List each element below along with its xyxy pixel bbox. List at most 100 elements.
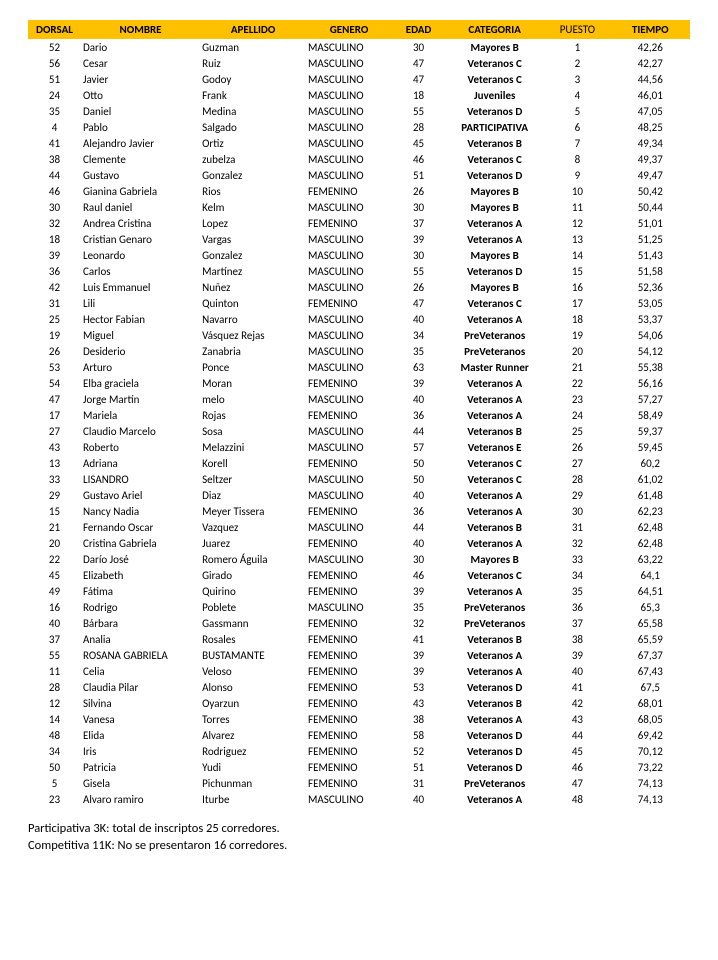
cell-apellido: zubelza (200, 151, 306, 167)
cell-categoria: Veteranos A (445, 487, 544, 503)
cell-apellido: Kelm (200, 199, 306, 215)
cell-genero: MASCULINO (306, 551, 392, 567)
cell-dorsal: 48 (28, 727, 81, 743)
cell-apellido: Rios (200, 183, 306, 199)
cell-puesto: 28 (544, 471, 610, 487)
table-row: 4PabloSalgadoMASCULINO28PARTICIPATIVA648… (28, 119, 690, 135)
cell-edad: 40 (392, 311, 445, 327)
cell-edad: 46 (392, 151, 445, 167)
cell-dorsal: 43 (28, 439, 81, 455)
table-row: 17MarielaRojasFEMENINO36Veteranos A2458,… (28, 407, 690, 423)
cell-dorsal: 15 (28, 503, 81, 519)
cell-apellido: Girado (200, 567, 306, 583)
cell-tiempo: 49,47 (611, 167, 691, 183)
cell-nombre: Vanesa (81, 711, 200, 727)
table-row: 46Gianina GabrielaRiosFEMENINO26Mayores … (28, 183, 690, 199)
cell-categoria: Veteranos A (445, 663, 544, 679)
cell-puesto: 4 (544, 87, 610, 103)
cell-nombre: Carlos (81, 263, 200, 279)
cell-genero: FEMENINO (306, 583, 392, 599)
table-row: 22Darío JoséRomero ÁguilaMASCULINO30Mayo… (28, 551, 690, 567)
cell-puesto: 11 (544, 199, 610, 215)
cell-edad: 40 (392, 791, 445, 807)
cell-nombre: Mariela (81, 407, 200, 423)
cell-edad: 36 (392, 407, 445, 423)
cell-nombre: Patricia (81, 759, 200, 775)
cell-nombre: Claudia Pilar (81, 679, 200, 695)
cell-edad: 39 (392, 375, 445, 391)
cell-puesto: 35 (544, 583, 610, 599)
cell-puesto: 43 (544, 711, 610, 727)
cell-tiempo: 50,42 (611, 183, 691, 199)
table-row: 14VanesaTorresFEMENINO38Veteranos A4368,… (28, 711, 690, 727)
cell-apellido: Romero Águila (200, 551, 306, 567)
cell-edad: 32 (392, 615, 445, 631)
cell-edad: 41 (392, 631, 445, 647)
cell-puesto: 33 (544, 551, 610, 567)
cell-puesto: 2 (544, 55, 610, 71)
table-row: 56CesarRuizMASCULINO47Veteranos C242,27 (28, 55, 690, 71)
table-row: 34IrisRodriguezFEMENINO52Veteranos D4570… (28, 743, 690, 759)
cell-dorsal: 26 (28, 343, 81, 359)
cell-genero: FEMENINO (306, 183, 392, 199)
cell-edad: 45 (392, 135, 445, 151)
table-row: 48ElidaAlvarezFEMENINO58Veteranos D4469,… (28, 727, 690, 743)
cell-dorsal: 49 (28, 583, 81, 599)
cell-apellido: Ortiz (200, 135, 306, 151)
table-row: 35DanielMedinaMASCULINO55Veteranos D547,… (28, 103, 690, 119)
col-header-apellido: APELLIDO (200, 20, 306, 39)
cell-dorsal: 14 (28, 711, 81, 727)
cell-dorsal: 12 (28, 695, 81, 711)
table-row: 42Luis EmmanuelNuñezMASCULINO26Mayores B… (28, 279, 690, 295)
cell-edad: 53 (392, 679, 445, 695)
cell-tiempo: 49,37 (611, 151, 691, 167)
cell-categoria: Veteranos A (445, 407, 544, 423)
cell-categoria: Mayores B (445, 199, 544, 215)
cell-tiempo: 52,36 (611, 279, 691, 295)
cell-tiempo: 64,1 (611, 567, 691, 583)
cell-apellido: Pichunman (200, 775, 306, 791)
cell-apellido: Juarez (200, 535, 306, 551)
cell-nombre: Celia (81, 663, 200, 679)
table-row: 28Claudia PilarAlonsoFEMENINO53Veteranos… (28, 679, 690, 695)
cell-categoria: Veteranos C (445, 295, 544, 311)
cell-categoria: Mayores B (445, 247, 544, 263)
cell-categoria: Veteranos D (445, 263, 544, 279)
cell-puesto: 23 (544, 391, 610, 407)
cell-apellido: Gonzalez (200, 247, 306, 263)
cell-apellido: Quirino (200, 583, 306, 599)
cell-nombre: Alejandro Javier (81, 135, 200, 151)
cell-edad: 30 (392, 551, 445, 567)
cell-apellido: Salgado (200, 119, 306, 135)
cell-puesto: 26 (544, 439, 610, 455)
cell-genero: FEMENINO (306, 759, 392, 775)
cell-nombre: Iris (81, 743, 200, 759)
cell-nombre: Cristian Genaro (81, 231, 200, 247)
cell-dorsal: 25 (28, 311, 81, 327)
cell-tiempo: 53,05 (611, 295, 691, 311)
cell-dorsal: 22 (28, 551, 81, 567)
cell-genero: MASCULINO (306, 87, 392, 103)
cell-tiempo: 70,12 (611, 743, 691, 759)
cell-genero: FEMENINO (306, 567, 392, 583)
cell-edad: 55 (392, 103, 445, 119)
cell-categoria: Master Runner (445, 359, 544, 375)
cell-genero: MASCULINO (306, 71, 392, 87)
cell-categoria: Veteranos B (445, 135, 544, 151)
cell-nombre: Miguel (81, 327, 200, 343)
cell-edad: 30 (392, 39, 445, 55)
cell-puesto: 32 (544, 535, 610, 551)
cell-categoria: Veteranos A (445, 391, 544, 407)
cell-apellido: Melazzini (200, 439, 306, 455)
cell-tiempo: 58,49 (611, 407, 691, 423)
cell-nombre: Bárbara (81, 615, 200, 631)
cell-edad: 36 (392, 503, 445, 519)
cell-tiempo: 51,43 (611, 247, 691, 263)
cell-apellido: Torres (200, 711, 306, 727)
cell-puesto: 1 (544, 39, 610, 55)
cell-genero: FEMENINO (306, 695, 392, 711)
cell-tiempo: 63,22 (611, 551, 691, 567)
cell-genero: MASCULINO (306, 471, 392, 487)
cell-dorsal: 27 (28, 423, 81, 439)
cell-dorsal: 17 (28, 407, 81, 423)
